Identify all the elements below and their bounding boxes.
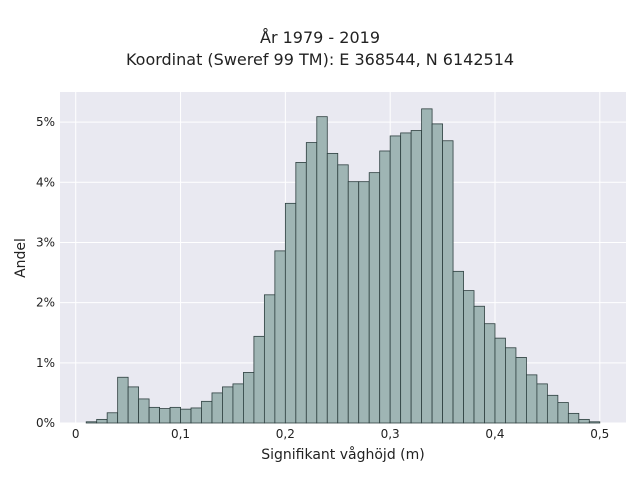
y-tick-label: 0%	[36, 416, 55, 430]
histogram-bar	[389, 135, 402, 424]
histogram-bar	[431, 123, 443, 424]
y-axis-label: Andel	[13, 238, 29, 278]
histogram-bar	[557, 402, 569, 424]
x-tick-label: 0,1	[171, 427, 190, 441]
histogram-bar	[232, 383, 244, 424]
histogram-bar	[295, 162, 307, 424]
histogram-bar	[515, 357, 527, 424]
histogram-bar	[96, 418, 108, 424]
histogram-bar	[117, 376, 129, 424]
histogram-bar	[326, 152, 339, 424]
histogram-bar	[484, 323, 496, 424]
histogram-bar	[379, 150, 391, 424]
histogram-bar	[526, 374, 538, 424]
histogram-bar	[337, 164, 349, 424]
histogram-bar	[159, 408, 171, 424]
histogram-bar	[85, 421, 98, 424]
histogram-bar	[368, 172, 381, 424]
histogram-bar	[473, 305, 485, 424]
histogram-bar	[452, 270, 464, 424]
y-tick-label: 3%	[36, 235, 55, 249]
histogram-bar	[106, 412, 119, 424]
histogram-bar	[442, 140, 454, 424]
histogram-bar	[505, 347, 517, 424]
x-tick-label: 0,3	[381, 427, 400, 441]
x-tick-label: 0,5	[590, 427, 609, 441]
histogram-bar	[169, 406, 181, 424]
x-tick-label: 0	[72, 427, 80, 441]
histogram-bar	[253, 335, 265, 424]
chart-title: År 1979 - 2019	[260, 28, 380, 47]
y-tick-label: 1%	[36, 356, 55, 370]
histogram-bar	[180, 408, 192, 424]
histogram-bar	[410, 130, 423, 424]
histogram-bar	[358, 181, 370, 424]
histogram-bar	[190, 407, 202, 424]
histogram-bar	[421, 108, 433, 424]
x-tick-label: 0,2	[276, 427, 295, 441]
histogram-bar	[494, 337, 506, 424]
histogram-bar	[284, 202, 297, 424]
histogram-bar	[127, 386, 140, 424]
histogram-bar	[536, 383, 548, 424]
histogram-bar	[211, 392, 223, 424]
histogram-bar	[347, 181, 360, 424]
histogram-bar	[243, 372, 255, 424]
y-tick-label: 2%	[36, 296, 55, 310]
histogram-bar	[305, 142, 318, 424]
histogram-bar	[578, 418, 590, 424]
histogram-bar	[201, 400, 213, 424]
histogram-bar	[263, 294, 276, 424]
histogram-bar	[463, 290, 475, 424]
y-tick-label: 4%	[36, 175, 55, 189]
chart-subtitle: Koordinat (Sweref 99 TM): E 368544, N 61…	[125, 50, 515, 69]
x-tick-label: 0,4	[485, 427, 504, 441]
histogram-bar	[274, 250, 286, 424]
histogram-bar	[148, 406, 160, 424]
x-axis-label: Signifikant våghöjd (m)	[261, 447, 425, 463]
histogram-bar	[400, 132, 412, 424]
histogram-bar	[546, 394, 559, 424]
histogram-bar	[138, 398, 150, 424]
histogram-bar	[316, 116, 328, 424]
histogram-bar	[588, 421, 601, 424]
histogram-bar	[567, 412, 580, 424]
histogram-bar	[222, 386, 234, 424]
y-tick-label: 5%	[36, 115, 55, 129]
